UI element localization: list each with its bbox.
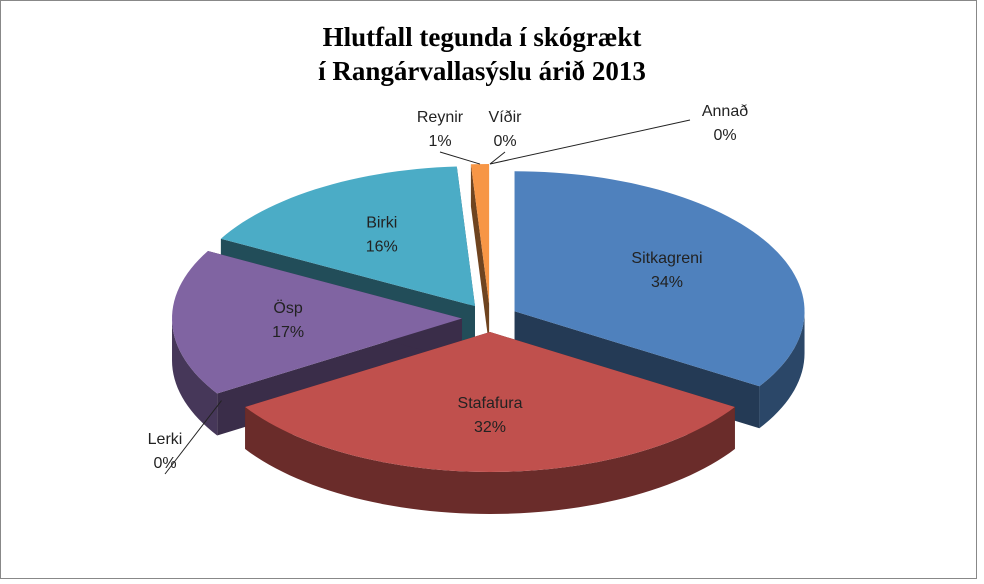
chart-title: Hlutfall tegunda í skógrækt — [323, 22, 642, 52]
slice-value-label: 17% — [272, 324, 304, 341]
slice-label: Annað — [702, 103, 748, 120]
slice-label: Víðir — [489, 109, 523, 126]
chart-title: í Rangárvallasýslu árið 2013 — [318, 56, 646, 86]
slice-wall — [245, 407, 735, 514]
slice-label: Lerki — [148, 431, 183, 448]
slice — [245, 332, 735, 472]
leader-line — [489, 119, 691, 165]
slice-value-label: 0% — [713, 127, 736, 144]
slice-value-label: 0% — [153, 455, 176, 472]
slice-value-label: 32% — [474, 419, 506, 436]
slice-wall — [759, 311, 805, 429]
slice — [172, 250, 463, 394]
slice-label: Ösp — [273, 299, 302, 317]
slice-wall — [172, 318, 218, 436]
slice-value-label: 16% — [366, 238, 398, 255]
slice-label: Stafafura — [458, 395, 523, 412]
leader-line — [489, 151, 506, 165]
slice — [470, 164, 490, 305]
slice-value-label: 0% — [493, 133, 516, 150]
slice-label: Sitkagreni — [631, 250, 702, 267]
slice-label: Reynir — [417, 109, 464, 126]
slice-value-label: 1% — [428, 133, 451, 150]
leader-line — [164, 400, 222, 475]
slice — [220, 166, 475, 307]
slice-value-label: 34% — [651, 274, 683, 291]
leader-line — [439, 151, 481, 165]
slice-side — [470, 164, 490, 347]
slice — [514, 171, 805, 387]
slice-label: Birki — [366, 214, 397, 231]
